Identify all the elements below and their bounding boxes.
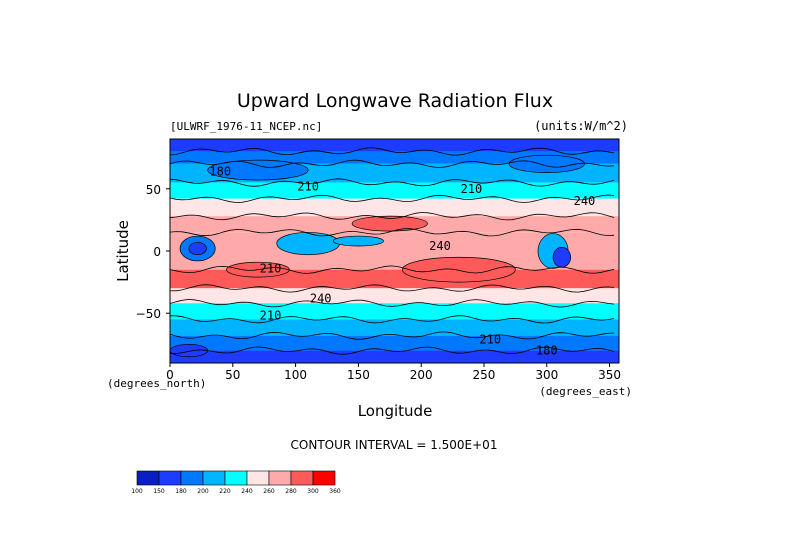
heat-feature-8 bbox=[351, 215, 428, 232]
contour-line-7 bbox=[170, 265, 615, 274]
contour-label-4: 240 bbox=[429, 239, 451, 253]
contour-label-2: 210 bbox=[461, 182, 483, 196]
colorbar-swatch-2 bbox=[180, 470, 204, 486]
colorbar: 100 150 180 200 220 240 260 280 300 360 bbox=[131, 470, 341, 495]
x-axis-label: Longitude bbox=[358, 402, 433, 420]
contour-line-1 bbox=[170, 147, 615, 156]
x-tick-label-5: 250 bbox=[473, 368, 496, 382]
contour-line-10 bbox=[170, 315, 615, 324]
heatmap-plot: 180 210 210 240 240 210 240 210 210 180 bbox=[170, 139, 619, 363]
heat-band-0 bbox=[170, 139, 619, 152]
axis-ticks: 0 50 100 150 200 250 300 350 50 0 −50 bbox=[136, 183, 621, 382]
contour-line-4 bbox=[170, 194, 615, 203]
contour-line-2 bbox=[170, 159, 615, 168]
colorbar-swatch-5 bbox=[246, 470, 270, 486]
y-tick-label-0: 50 bbox=[146, 183, 161, 197]
contour-line-11 bbox=[170, 331, 615, 340]
colorbar-label-3: 200 bbox=[197, 488, 209, 495]
contour-label-1: 210 bbox=[297, 179, 319, 193]
heat-band-8 bbox=[170, 288, 619, 304]
x-tick-label-4: 200 bbox=[410, 368, 433, 382]
x-tick-label-3: 150 bbox=[347, 368, 370, 382]
contour-line-9 bbox=[170, 299, 615, 308]
contour-label-5: 210 bbox=[260, 261, 282, 275]
heat-band-11 bbox=[170, 335, 619, 351]
contour-line-8 bbox=[170, 284, 615, 293]
contour-line-12 bbox=[170, 346, 615, 355]
y-tick-label-1: 0 bbox=[153, 245, 161, 259]
x-tick-label-7: 350 bbox=[598, 368, 621, 382]
colorbar-swatch-7 bbox=[290, 470, 314, 486]
heat-band-9 bbox=[170, 303, 619, 320]
heat-band-10 bbox=[170, 319, 619, 336]
contour-label-7: 210 bbox=[260, 309, 282, 323]
heat-feature-3 bbox=[332, 235, 384, 247]
x-tick-label-0: 0 bbox=[166, 368, 174, 382]
colorbar-label-8: 300 bbox=[307, 488, 319, 495]
colorbar-swatch-0 bbox=[136, 470, 160, 486]
y-tick-label-2: −50 bbox=[136, 307, 161, 321]
colorbar-label-0: 100 bbox=[131, 488, 143, 495]
contour-label-8: 210 bbox=[479, 332, 501, 346]
heat-feature-6 bbox=[401, 256, 516, 283]
colorbar-label-2: 180 bbox=[175, 488, 187, 495]
contour-line-6 bbox=[170, 228, 615, 237]
colorbar-swatch-4 bbox=[224, 470, 248, 486]
colorbar-label-6: 260 bbox=[263, 488, 275, 495]
heat-feature-1 bbox=[188, 241, 207, 256]
colorbar-label-1: 150 bbox=[153, 488, 165, 495]
colorbar-swatch-1 bbox=[158, 470, 182, 486]
chart-title: Upward Longwave Radiation Flux bbox=[237, 90, 553, 112]
heatmap-cells: 180 210 210 240 240 210 240 210 210 180 bbox=[170, 139, 619, 363]
x-tick-label-2: 100 bbox=[284, 368, 307, 382]
contour-line-3 bbox=[170, 178, 615, 187]
contour-label-0: 180 bbox=[209, 164, 231, 178]
contour-label-9: 180 bbox=[536, 344, 558, 358]
y-axis-label: Latitude bbox=[114, 220, 132, 282]
heat-band-3 bbox=[170, 182, 619, 199]
x-units-label: (degrees_east) bbox=[539, 385, 632, 398]
file-label: [ULWRF_1976-11_NCEP.nc] bbox=[170, 120, 322, 133]
colorbar-label-9: 360 bbox=[329, 488, 341, 495]
x-tick-label-6: 300 bbox=[535, 368, 558, 382]
colorbar-swatch-3 bbox=[202, 470, 226, 486]
colorbar-swatch-8 bbox=[312, 470, 336, 486]
contour-line-5 bbox=[170, 212, 615, 221]
colorbar-label-7: 280 bbox=[285, 488, 297, 495]
heat-feature-5 bbox=[552, 246, 571, 268]
contour-interval-label: CONTOUR INTERVAL = 1.500E+01 bbox=[291, 438, 498, 452]
colorbar-label-5: 240 bbox=[241, 488, 253, 495]
heat-band-12 bbox=[170, 350, 619, 363]
colorbar-swatch-6 bbox=[268, 470, 292, 486]
y-units-label: (degrees_north) bbox=[107, 377, 206, 390]
heat-feature-2 bbox=[276, 231, 340, 256]
contour-label-3: 240 bbox=[574, 194, 596, 208]
colorbar-label-4: 220 bbox=[219, 488, 231, 495]
contour-label-6: 240 bbox=[310, 291, 332, 305]
heat-band-4 bbox=[170, 198, 619, 217]
units-label: (units:W/m^2) bbox=[534, 119, 628, 133]
heat-feature-10 bbox=[508, 154, 585, 173]
x-tick-label-1: 50 bbox=[225, 368, 240, 382]
heat-feature-11 bbox=[170, 343, 209, 358]
